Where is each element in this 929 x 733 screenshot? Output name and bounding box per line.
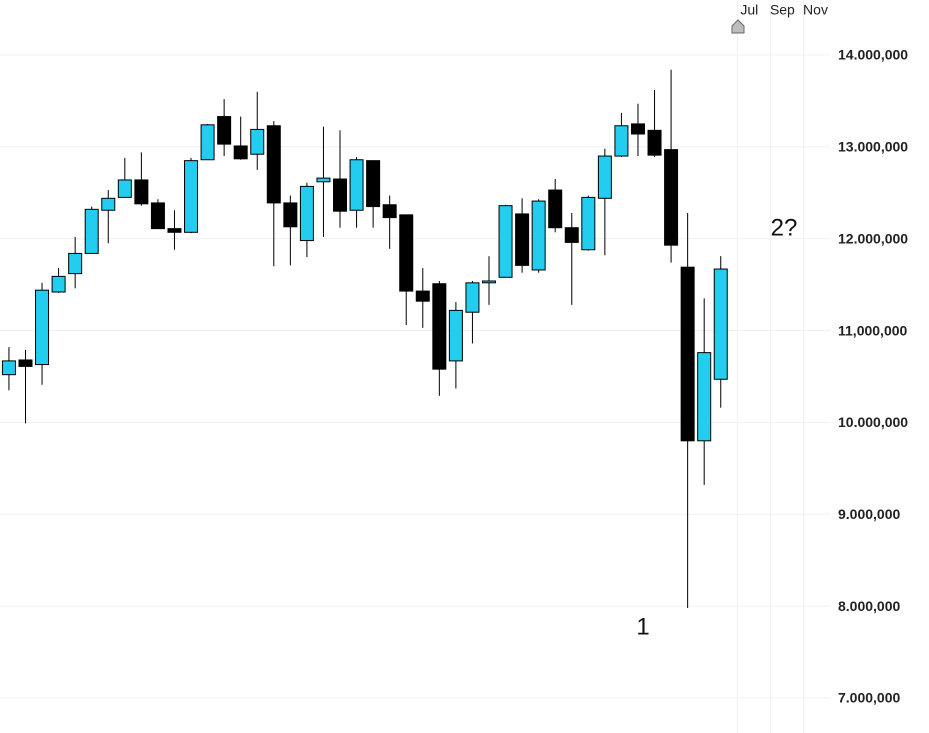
candle-body	[399, 214, 414, 292]
grid	[0, 0, 830, 733]
candle-body	[283, 202, 298, 228]
candle-body	[432, 283, 447, 370]
candle-body	[333, 178, 348, 212]
candle-body	[564, 227, 579, 243]
candle-body	[664, 149, 679, 246]
candle-body	[250, 128, 265, 155]
candle-body	[515, 213, 530, 266]
candle-body	[167, 228, 182, 233]
candle-body	[415, 290, 430, 302]
candle-body	[382, 204, 397, 219]
candles	[1, 69, 728, 608]
annotation: 2?	[771, 214, 798, 241]
candle-body	[548, 189, 563, 229]
candle-body	[481, 280, 496, 284]
y-tick-label: 12.000,000	[838, 230, 908, 246]
candle-body	[697, 352, 712, 442]
candle-body	[366, 160, 381, 208]
candle-body	[150, 202, 165, 230]
candle-body	[680, 266, 695, 442]
candle-body	[531, 200, 546, 271]
y-tick-label: 9.000,000	[838, 506, 900, 522]
event-marker	[731, 19, 745, 34]
candle-body	[1, 360, 16, 376]
candle-body	[448, 309, 463, 362]
candle-body	[266, 125, 281, 204]
candle-body	[101, 197, 116, 211]
candle-body	[465, 282, 480, 313]
candle-body	[647, 129, 662, 156]
candle-body	[68, 252, 83, 275]
y-tick-label: 8.000,000	[838, 598, 900, 614]
candle-body	[349, 159, 364, 211]
x-tick-label: Nov	[803, 2, 828, 18]
y-tick-label: 13.000,000	[838, 139, 908, 155]
candle-body	[217, 116, 232, 145]
candle-body	[35, 289, 50, 366]
y-tick-label: 7.000,000	[838, 690, 900, 706]
y-tick-label: 11,000,000	[838, 322, 908, 338]
candle-body	[713, 268, 728, 380]
candle-body	[614, 125, 629, 157]
y-tick-label: 14.000,000	[838, 47, 908, 63]
candle-body	[117, 179, 132, 198]
y-tick-label: 10.000,000	[838, 414, 908, 430]
candle-body	[597, 155, 612, 199]
candle-body	[51, 275, 66, 293]
candle-body	[84, 208, 99, 254]
candle-body	[18, 359, 33, 367]
candle-body	[200, 124, 215, 161]
x-tick-label: Sep	[770, 2, 795, 18]
x-tick-label: Jul	[740, 2, 758, 18]
candle-body	[299, 185, 314, 242]
candle-body	[184, 160, 199, 233]
annotation: 1	[636, 613, 649, 640]
candle-body	[316, 177, 331, 183]
candle-body	[581, 196, 596, 251]
candle-body	[630, 123, 645, 135]
candle-body	[498, 205, 513, 278]
candle-body	[233, 145, 248, 160]
candle-body	[134, 179, 149, 205]
